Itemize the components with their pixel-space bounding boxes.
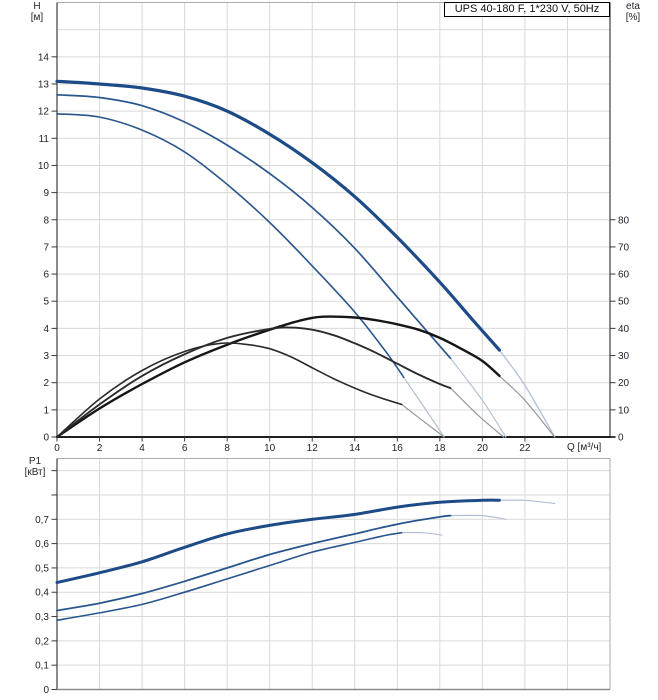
curve-power-speed-1 [56, 531, 403, 621]
y-tick-label: 0,4 [35, 588, 49, 599]
y-tick-label: 0,6 [35, 539, 49, 550]
y-tick-label: 0 [43, 685, 49, 696]
series-power-speed-2 [56, 514, 507, 612]
eta-axis-symbol: eta [626, 1, 640, 12]
y-tick-label: 9 [43, 188, 49, 199]
flow-axis-caption: Q [м³/ч] [567, 442, 602, 453]
y-tick-label: 0,7 [35, 515, 49, 526]
plot-frame [56, 458, 611, 691]
series-head-speed-1 [56, 113, 445, 438]
y-tick-label: 2 [43, 378, 49, 389]
eta-tick-label: 0 [618, 433, 624, 444]
x-tick-label: 14 [349, 443, 361, 454]
x-tick-label: 0 [54, 443, 60, 454]
x-tick-label: 4 [139, 443, 145, 454]
series-eta-speed-2 [56, 326, 505, 438]
head-axis-symbol: H [33, 1, 41, 12]
series-eta-speed-3 [55, 315, 556, 439]
gridlines [57, 458, 610, 690]
power-axis-unit: [кВт] [24, 467, 46, 478]
curve-head-speed-2 [56, 93, 452, 360]
eta-tick-label: 70 [618, 242, 630, 253]
head-axis-unit: [м] [30, 12, 44, 23]
series-head-speed-2 [56, 93, 507, 438]
axis-ticks-and-labels: 0 0,1 0,2 0,3 0,4 0,5 0,6 0,7 [35, 470, 57, 696]
x-tick-label: 20 [477, 443, 489, 454]
curve-head-speed-3 [55, 79, 501, 352]
y-tick-label: 0,3 [35, 612, 49, 623]
y-tick-label: 11 [39, 134, 50, 145]
curve-head-speed-1 [56, 113, 405, 379]
chart-title: UPS 40-180 F, 1*230 V, 50Hz [454, 3, 600, 15]
y-tick-label: 10 [38, 161, 50, 172]
curve-power-speed-3 [55, 498, 501, 584]
curve-power-speed-2 [56, 514, 452, 612]
series-power-speed-3 [55, 498, 556, 584]
y-tick-label: 7 [43, 242, 49, 253]
x-tick-label: 12 [307, 443, 319, 454]
y-tick-label: 6 [43, 270, 49, 281]
head-axis-caption: H [м] [22, 1, 52, 23]
curve-eta-speed-1 [56, 342, 403, 438]
runout-eta-speed-1 [401, 403, 445, 438]
eta-tick-label: 10 [618, 405, 630, 416]
y-tick-label: 1 [43, 405, 49, 416]
chart-title-box: UPS 40-180 F, 1*230 V, 50Hz [444, 2, 610, 17]
y-tick-label: 4 [43, 324, 49, 335]
eta-tick-label: 80 [618, 215, 630, 226]
y-tick-label: 3 [43, 351, 49, 362]
x-tick-label: 18 [434, 443, 446, 454]
x-tick-label: 8 [224, 443, 230, 454]
y-tick-label: 0 [43, 433, 49, 444]
runout-power-speed-2 [449, 514, 507, 520]
eta-tick-label: 60 [618, 270, 630, 281]
y-tick-label: 5 [43, 297, 49, 308]
power-chart: 0 0,1 0,2 0,3 0,4 0,5 0,6 0,7 [35, 458, 611, 696]
series-head-speed-3 [55, 79, 556, 438]
x-tick-label: 16 [392, 443, 404, 454]
x-tick-label: 22 [519, 443, 531, 454]
runout-power-speed-3 [498, 499, 556, 505]
eta-axis-unit: [%] [625, 12, 641, 23]
eta-tick-label: 30 [618, 351, 630, 362]
y-tick-label: 0,5 [35, 563, 49, 574]
y-tick-label: 8 [43, 215, 49, 226]
eta-tick-label: 50 [618, 297, 630, 308]
x-tick-label: 6 [182, 443, 188, 454]
y-tick-label: 12 [38, 107, 50, 118]
x-tick-label: 10 [264, 443, 276, 454]
series-power-speed-1 [56, 531, 443, 621]
y-tick-label: 0,1 [35, 661, 49, 672]
runout-head-speed-3 [498, 349, 556, 438]
runout-eta-speed-2 [449, 387, 505, 438]
eta-axis-caption: eta [%] [614, 1, 652, 23]
curve-eta-speed-2 [56, 326, 452, 438]
runout-power-speed-1 [401, 531, 443, 536]
y-tick-label: 0,2 [35, 636, 49, 647]
eta-tick-label: 20 [618, 378, 630, 389]
runout-head-speed-2 [449, 357, 507, 438]
gridlines [57, 2, 610, 437]
power-axis-caption: P1 [кВт] [16, 456, 54, 478]
eta-tick-label: 40 [618, 324, 630, 335]
x-tick-label: 2 [97, 443, 103, 454]
curve-eta-speed-3 [55, 315, 501, 439]
runout-eta-speed-3 [498, 375, 556, 438]
runout-head-speed-1 [403, 376, 445, 438]
y-tick-label: 14 [38, 52, 50, 63]
power-axis-symbol: P1 [28, 456, 42, 467]
y-tick-label: 13 [38, 79, 50, 90]
series-eta-speed-1 [56, 342, 445, 438]
